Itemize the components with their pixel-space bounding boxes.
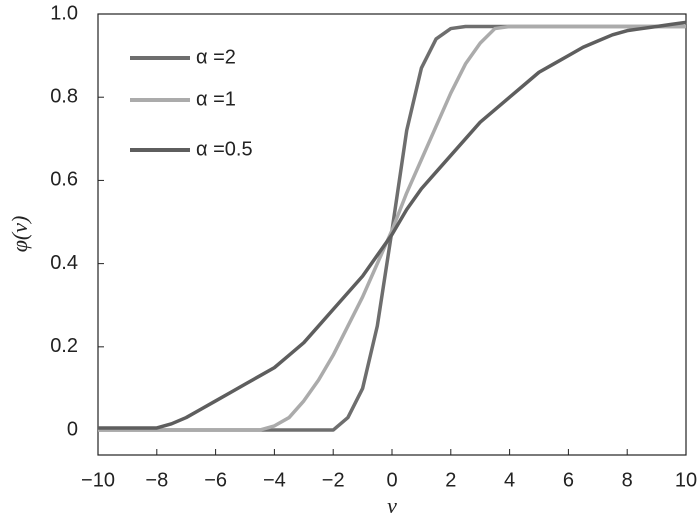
- x-tick-label: 4: [504, 469, 515, 491]
- x-tick-label: −2: [322, 469, 345, 491]
- x-tick-label: 6: [563, 469, 574, 491]
- y-tick-label: 1.0: [50, 2, 78, 24]
- y-tick-label: 0.2: [50, 335, 78, 357]
- legend-label: α =2: [196, 46, 236, 68]
- y-tick-label: 0: [67, 418, 78, 440]
- y-tick-label: 0.6: [50, 169, 78, 191]
- x-tick-label: 8: [622, 469, 633, 491]
- x-axis-title: v: [387, 493, 397, 518]
- x-tick-label: 10: [675, 469, 697, 491]
- series-line: [98, 24, 686, 432]
- x-tick-label: 2: [445, 469, 456, 491]
- y-tick-label: 0.4: [50, 252, 78, 274]
- y-tick-label: 0.8: [50, 85, 78, 107]
- legend-label: α =1: [196, 88, 236, 110]
- legend-label: α =0.5: [196, 138, 253, 160]
- x-tick-label: −8: [145, 469, 168, 491]
- x-tick-label: −10: [81, 469, 115, 491]
- series-line: [98, 20, 687, 430]
- y-axis-title: φ(v): [7, 216, 32, 253]
- x-tick-label: 0: [386, 469, 397, 491]
- x-tick-label: −4: [263, 469, 286, 491]
- x-tick-label: −6: [204, 469, 227, 491]
